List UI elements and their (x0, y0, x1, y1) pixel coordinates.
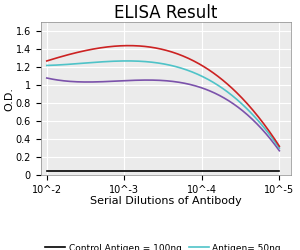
Antigen= 50ng (256, 120, 260, 122)
Antigen= 100ng (128, 44, 131, 47)
Control Antigen = 100ng (183, 169, 186, 172)
Antigen= 10ng (183, 82, 186, 85)
Antigen= 10ng (183, 82, 187, 85)
Antigen= 50ng (184, 68, 188, 71)
Antigen= 50ng (242, 104, 245, 107)
Antigen= 50ng (46, 64, 50, 67)
Antigen= 100ng (184, 56, 188, 59)
Antigen= 50ng (188, 70, 192, 72)
Control Antigen = 100ng (183, 169, 187, 172)
Antigen= 50ng (125, 60, 129, 62)
Legend: Control Antigen = 100ng, Antigen= 10ng, Antigen= 50ng, Antigen= 100ng: Control Antigen = 100ng, Antigen= 10ng, … (45, 244, 287, 250)
Y-axis label: O.D.: O.D. (4, 87, 14, 111)
Antigen= 100ng (278, 145, 281, 148)
Line: Antigen= 50ng: Antigen= 50ng (47, 61, 279, 148)
Antigen= 10ng (278, 149, 281, 152)
Control Antigen = 100ng (46, 169, 50, 172)
Control Antigen = 100ng (256, 169, 260, 172)
Antigen= 10ng (46, 77, 50, 80)
Antigen= 50ng (45, 64, 49, 67)
Control Antigen = 100ng (45, 169, 49, 172)
Antigen= 100ng (256, 115, 260, 118)
Control Antigen = 100ng (278, 169, 281, 172)
Line: Antigen= 10ng: Antigen= 10ng (47, 78, 279, 151)
Control Antigen = 100ng (241, 169, 244, 172)
Antigen= 10ng (256, 123, 260, 126)
Antigen= 100ng (45, 60, 49, 62)
Antigen= 50ng (183, 68, 187, 71)
Antigen= 100ng (188, 58, 192, 60)
Control Antigen = 100ng (187, 169, 191, 172)
Antigen= 100ng (242, 98, 245, 101)
X-axis label: Serial Dilutions of Antibody: Serial Dilutions of Antibody (90, 196, 242, 206)
Antigen= 100ng (183, 56, 187, 58)
Title: ELISA Result: ELISA Result (114, 4, 218, 22)
Antigen= 10ng (241, 110, 244, 112)
Antigen= 100ng (46, 59, 50, 62)
Antigen= 10ng (45, 76, 49, 80)
Antigen= 10ng (187, 83, 191, 86)
Antigen= 50ng (278, 146, 281, 150)
Line: Antigen= 100ng: Antigen= 100ng (47, 46, 279, 146)
